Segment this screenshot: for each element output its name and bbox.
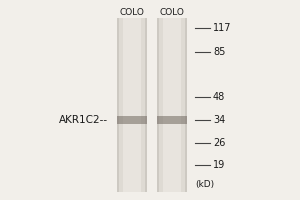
Bar xyxy=(119,18,145,192)
Text: (kD): (kD) xyxy=(195,180,214,188)
Bar xyxy=(117,18,147,192)
Text: 26: 26 xyxy=(213,138,225,148)
Text: 117: 117 xyxy=(213,23,232,33)
Text: AKR1C2--: AKR1C2-- xyxy=(59,115,108,125)
Text: COLO: COLO xyxy=(120,8,144,17)
Text: COLO: COLO xyxy=(160,8,184,17)
Bar xyxy=(159,18,185,192)
Bar xyxy=(117,116,147,124)
Text: 34: 34 xyxy=(213,115,225,125)
Bar xyxy=(157,116,187,124)
Text: 19: 19 xyxy=(213,160,225,170)
Bar xyxy=(157,18,187,192)
Bar xyxy=(123,18,141,192)
Text: 85: 85 xyxy=(213,47,225,57)
Bar xyxy=(163,18,181,192)
Text: 48: 48 xyxy=(213,92,225,102)
